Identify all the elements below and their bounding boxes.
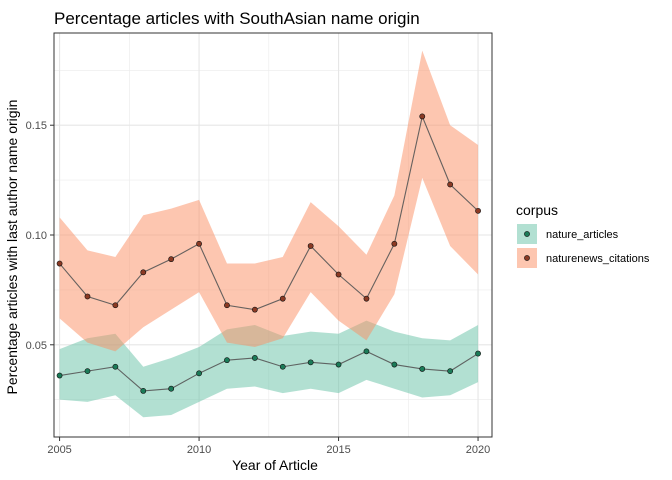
point-naturenews_citations xyxy=(307,243,314,249)
point-naturenews_citations xyxy=(84,293,91,300)
point-naturenews_citations xyxy=(168,256,175,263)
y-tick-label: 0.05 xyxy=(26,340,47,352)
point-nature_articles xyxy=(196,370,202,377)
line-naturenews_citations xyxy=(59,114,479,311)
x-axis: 2005 2010 2015 2020 xyxy=(47,437,490,456)
point-naturenews_citations xyxy=(251,306,258,313)
line-nature_articles xyxy=(59,350,479,392)
point-nature_articles xyxy=(307,359,314,366)
point-nature_articles xyxy=(279,363,286,370)
point-nature_articles xyxy=(56,372,63,379)
plot-area xyxy=(53,32,493,438)
point-nature_articles xyxy=(447,368,454,375)
series-lines xyxy=(59,114,479,392)
point-naturenews_citations xyxy=(419,113,426,120)
point-naturenews_citations xyxy=(56,260,63,267)
point-nature_articles xyxy=(475,350,481,357)
x-tick-label: 2005 xyxy=(47,444,71,456)
y-tick-label: 0.15 xyxy=(26,120,47,132)
legend-point-nature_articles xyxy=(524,231,530,237)
y-tick-label: 0.10 xyxy=(26,230,47,242)
x-tick-label: 2010 xyxy=(187,444,211,456)
point-naturenews_citations xyxy=(196,240,202,247)
legend-point-naturenews_citations xyxy=(524,255,530,261)
point-nature_articles xyxy=(112,363,119,370)
legend-label-naturenews_citations: naturenews_citations xyxy=(546,253,650,265)
point-naturenews_citations xyxy=(447,181,454,188)
band-nature_articles xyxy=(59,320,479,418)
point-naturenews_citations xyxy=(112,302,119,309)
y-axis: 0.05 0.10 0.15 xyxy=(26,120,54,352)
point-naturenews_citations xyxy=(391,240,398,247)
legend: corpus nature_articles naturenews_citatio… xyxy=(516,202,650,268)
point-naturenews_citations xyxy=(335,271,342,278)
legend-label-nature_articles: nature_articles xyxy=(546,229,619,241)
point-naturenews_citations xyxy=(224,302,230,309)
x-tick-label: 2020 xyxy=(466,444,490,456)
point-naturenews_citations xyxy=(140,269,147,276)
point-nature_articles xyxy=(335,361,342,368)
point-nature_articles xyxy=(140,387,147,394)
confidence-bands xyxy=(59,50,479,418)
point-naturenews_citations xyxy=(279,295,286,302)
point-nature_articles xyxy=(363,348,370,355)
chart-title: Percentage articles with SouthAsian name… xyxy=(54,9,420,28)
point-nature_articles xyxy=(391,361,398,368)
x-tick-label: 2015 xyxy=(326,444,350,456)
point-nature_articles xyxy=(84,368,91,375)
y-axis-title: Percentage articles with last author nam… xyxy=(4,100,20,395)
point-nature_articles xyxy=(251,355,258,361)
point-naturenews_citations xyxy=(475,207,481,214)
point-nature_articles xyxy=(419,366,426,372)
legend-title: corpus xyxy=(516,202,558,218)
x-axis-title: Year of Article xyxy=(232,457,318,473)
point-naturenews_citations xyxy=(363,295,370,302)
band-naturenews_citations xyxy=(59,50,479,352)
point-nature_articles xyxy=(168,385,175,392)
series-points xyxy=(56,113,481,394)
point-nature_articles xyxy=(224,357,230,364)
